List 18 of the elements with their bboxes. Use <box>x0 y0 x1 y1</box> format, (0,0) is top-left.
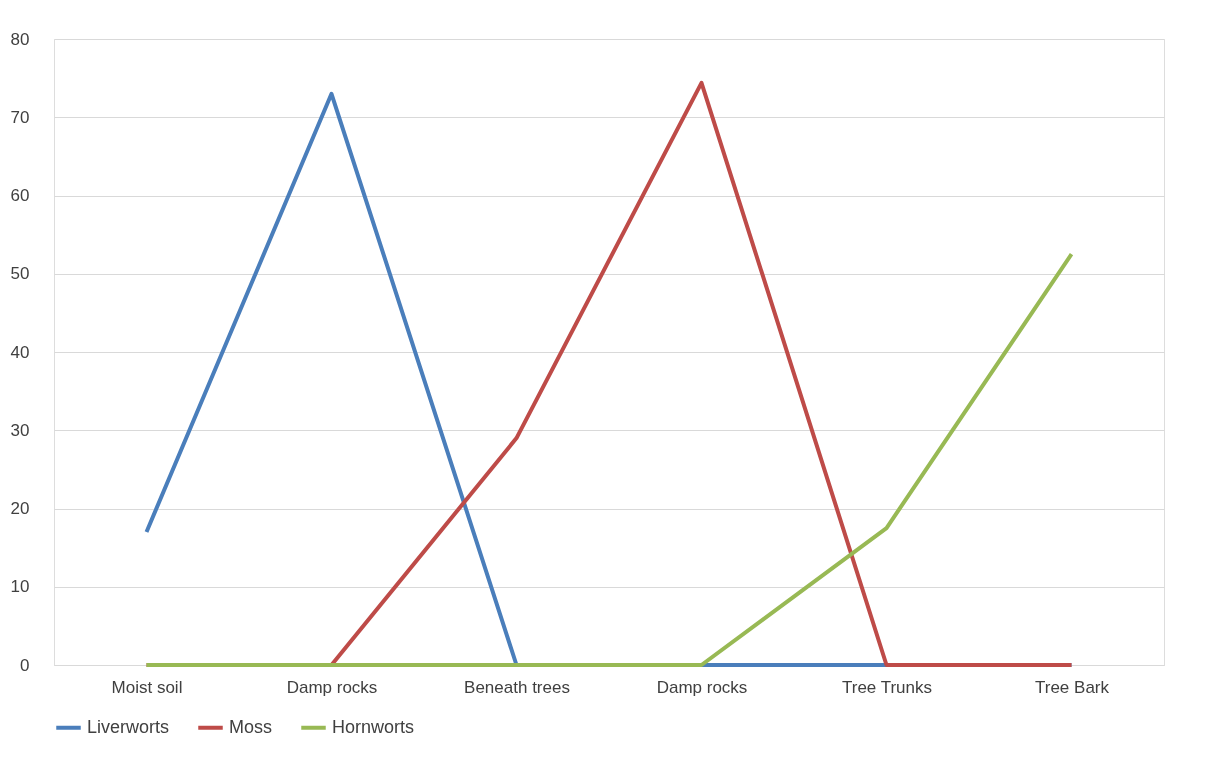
x-tick-label: Damp rocks <box>656 677 748 697</box>
x-tick-label: Damp rocks <box>286 677 378 697</box>
x-tick-label: Tree Bark <box>1034 677 1110 697</box>
y-tick-label: 30 <box>10 420 30 440</box>
y-tick-label: 50 <box>10 264 30 284</box>
y-tick-label: 70 <box>10 107 30 127</box>
y-tick-label: 10 <box>10 577 30 597</box>
legend-label: Liverworts <box>87 716 170 737</box>
x-tick-label: Tree Trunks <box>841 677 933 697</box>
y-tick-label: 80 <box>10 29 30 49</box>
x-tick-label: Beneath trees <box>464 677 570 697</box>
legend-label: Moss <box>229 716 273 737</box>
y-tick-label: 20 <box>10 499 30 518</box>
y-tick-label: 60 <box>10 186 30 205</box>
x-tick-label: Moist soil <box>111 677 183 697</box>
y-tick-label: 40 <box>10 342 30 362</box>
y-tick-label: 0 <box>20 655 30 675</box>
legend-label: Hornworts <box>332 716 415 737</box>
